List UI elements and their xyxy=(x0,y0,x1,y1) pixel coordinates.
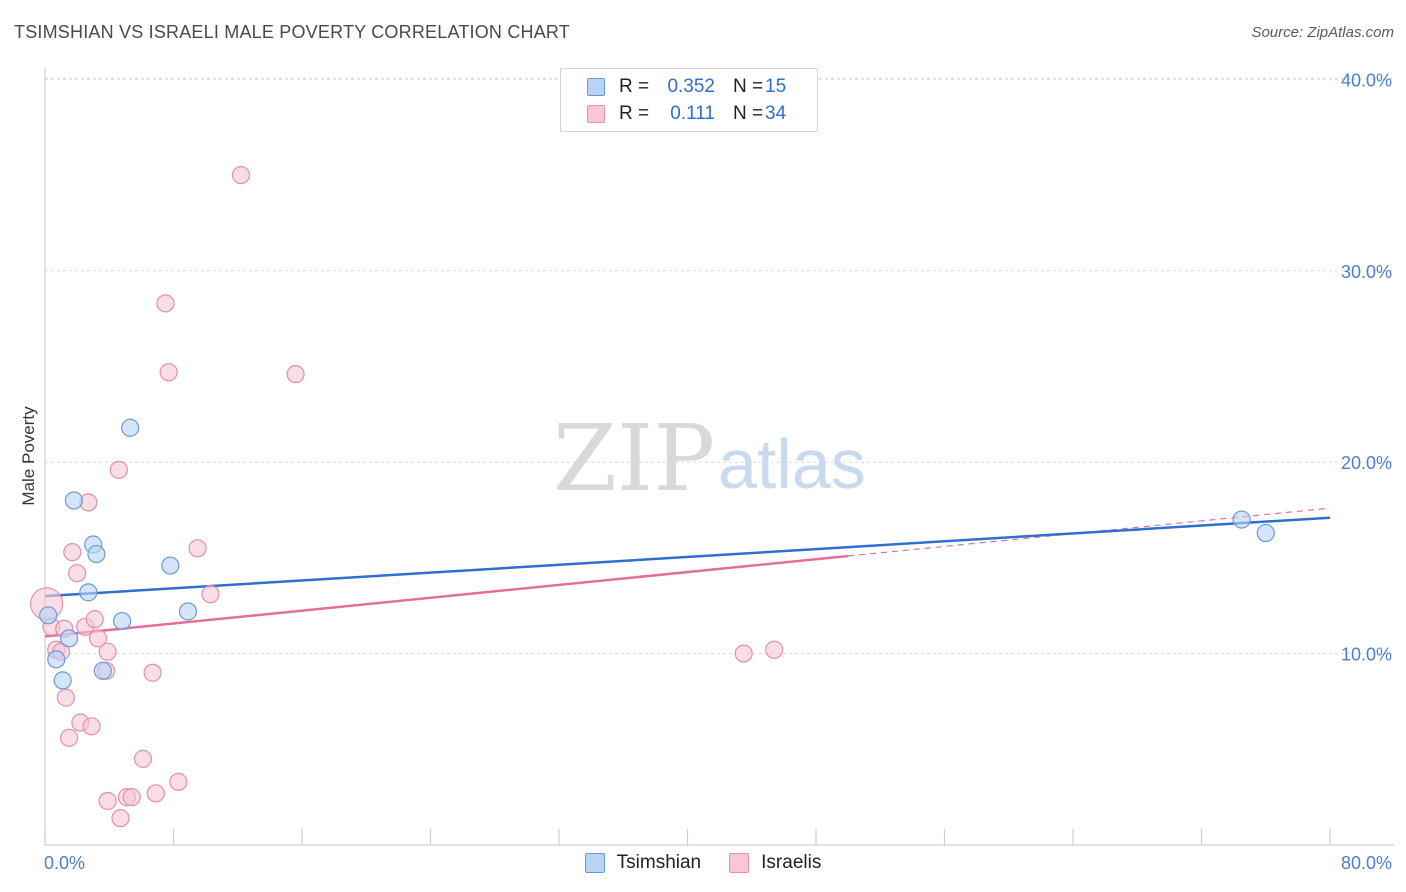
tsimshian-point xyxy=(1232,510,1251,529)
axes xyxy=(44,68,1394,846)
n-value: 15 xyxy=(765,76,787,97)
tsimshian-point xyxy=(64,491,84,510)
tsimshian-trend-line xyxy=(44,516,1331,598)
legend-item-tsimshian: Tsimshian xyxy=(584,852,702,874)
watermark: ZIP atlas xyxy=(553,405,866,512)
israelis-point xyxy=(82,717,101,736)
tsimshian-point xyxy=(121,418,140,437)
israelis-point xyxy=(68,564,87,583)
legend-label: Israelis xyxy=(761,852,822,873)
n-value: 34 xyxy=(765,103,787,124)
legend-label: Tsimshian xyxy=(616,852,702,873)
gridlines xyxy=(45,77,1394,655)
r-label: R = xyxy=(619,76,650,97)
israelis-point xyxy=(122,788,141,807)
israelis-point xyxy=(201,585,220,604)
tsimshian-point xyxy=(178,602,198,621)
n-label: N = xyxy=(733,76,764,97)
r-value: 0.111 xyxy=(670,103,715,124)
israelis-point xyxy=(169,772,188,791)
israelis-point xyxy=(133,749,153,768)
x-tick-label-min: 0.0% xyxy=(44,853,85,873)
watermark-zip: ZIP xyxy=(553,405,715,512)
tsimshian-point xyxy=(112,611,132,631)
x-axis-ticks xyxy=(44,829,1331,845)
israelis-point xyxy=(765,640,784,659)
trend-lines xyxy=(44,507,1331,638)
tsimshian-point xyxy=(87,544,106,564)
y-axis-label: Male Poverty xyxy=(19,406,38,506)
tsimshian-point xyxy=(79,583,98,602)
legend-item-israelis: Israelis xyxy=(729,852,821,874)
israelis-point xyxy=(146,784,165,803)
x-tick-label-max: 80.0% xyxy=(1341,853,1392,873)
r-value: 0.352 xyxy=(667,76,715,97)
tsimshian-point xyxy=(93,661,112,680)
israelis-point xyxy=(286,365,305,384)
tsimshian-point xyxy=(53,671,72,690)
y-tick-label: 40.0% xyxy=(1341,70,1392,90)
israelis-point xyxy=(88,629,108,648)
n-label: N = xyxy=(733,103,764,124)
series-legend: Tsimshian Israelis xyxy=(0,852,1406,874)
israelis-trend-line xyxy=(44,554,849,638)
israelis-point xyxy=(85,610,104,629)
r-label: R = xyxy=(619,103,650,124)
stats-legend: R = 0.352 N = 15 R = 0.111 N = 34 xyxy=(560,68,818,132)
israelis-point xyxy=(59,728,79,747)
source-label: Source: ZipAtlas.com xyxy=(1251,24,1394,41)
tsimshian-swatch xyxy=(587,78,605,96)
israelis-point xyxy=(231,166,251,185)
watermark-atlas: atlas xyxy=(718,425,866,503)
tsimshian-point xyxy=(1256,523,1275,543)
y-tick-label: 10.0% xyxy=(1341,645,1392,665)
tsimshian-point xyxy=(59,629,79,648)
legend-row-israelis: R = 0.111 N = 34 xyxy=(587,101,786,127)
data-points xyxy=(30,166,1275,828)
israelis-swatch xyxy=(729,853,750,873)
israelis-point xyxy=(98,642,117,661)
israelis-point xyxy=(159,363,178,382)
israelis-point xyxy=(63,543,82,562)
israelis-point xyxy=(188,539,207,558)
y-tick-labels: 10.0% 20.0% 30.0% 40.0% xyxy=(1341,70,1392,664)
y-tick-label: 20.0% xyxy=(1341,453,1392,473)
israelis-point xyxy=(56,688,75,707)
israelis-point xyxy=(111,809,130,828)
legend-row-tsimshian: R = 0.352 N = 15 xyxy=(587,74,786,100)
tsimshian-point xyxy=(39,606,58,625)
israelis-swatch xyxy=(587,105,605,123)
israelis-point xyxy=(734,644,753,663)
israelis-point xyxy=(143,663,162,682)
israelis-point xyxy=(156,294,175,313)
chart-title: TSIMSHIAN VS ISRAELI MALE POVERTY CORREL… xyxy=(14,22,570,42)
israelis-point xyxy=(98,791,117,811)
israelis-point xyxy=(109,460,128,479)
tsimshian-swatch xyxy=(584,853,605,873)
tsimshian-point xyxy=(161,556,180,575)
tsimshian-point xyxy=(47,650,66,669)
y-tick-label: 30.0% xyxy=(1341,262,1392,282)
